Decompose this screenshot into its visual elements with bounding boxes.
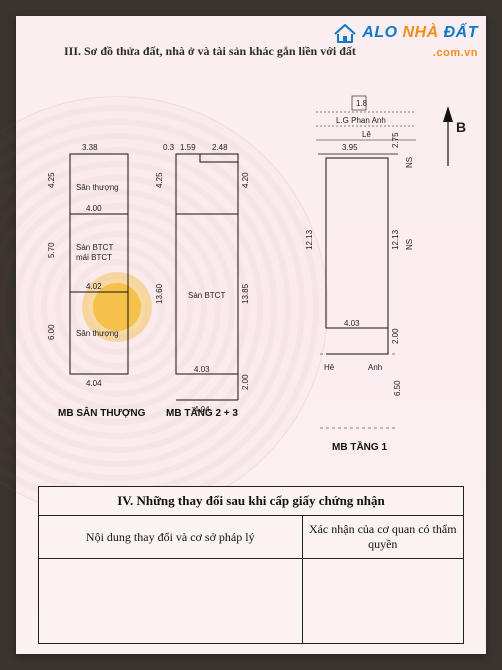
- col-header-confirm: Xác nhận của cơ quan có thẩm quyền: [302, 516, 464, 559]
- floor-label-tang23: MB TẦNG 2 + 3: [166, 406, 238, 419]
- svg-text:1.59: 1.59: [180, 143, 196, 152]
- svg-text:13.60: 13.60: [155, 283, 164, 304]
- svg-text:3.95: 3.95: [342, 143, 358, 152]
- floor-label-tang1: MB TẦNG 1: [332, 440, 387, 453]
- svg-text:4.25: 4.25: [47, 172, 56, 188]
- svg-text:6.50: 6.50: [393, 380, 402, 396]
- svg-text:4.04: 4.04: [86, 379, 102, 388]
- svg-text:NS: NS: [405, 239, 414, 250]
- brand-part-2: NHÀ: [398, 24, 444, 41]
- svg-text:12.13: 12.13: [305, 229, 314, 250]
- svg-text:0.3: 0.3: [163, 143, 175, 152]
- svg-text:2.00: 2.00: [391, 328, 400, 344]
- svg-text:4.03: 4.03: [344, 319, 360, 328]
- brand-domain: .com.vn: [433, 47, 478, 59]
- svg-text:L.G Phan Anh: L.G Phan Anh: [336, 116, 386, 125]
- compass-icon: B: [443, 106, 466, 166]
- svg-text:Sàn BTCT: Sàn BTCT: [76, 243, 113, 252]
- svg-text:12.13: 12.13: [391, 229, 400, 250]
- watermark-logo: ALO NHÀ ĐẤT .com.vn: [332, 22, 478, 60]
- svg-text:1.8: 1.8: [356, 99, 368, 108]
- certificate-page: III. Sơ đồ thửa đất, nhà ở và tài sản kh…: [16, 16, 486, 654]
- svg-text:13.85: 13.85: [241, 283, 250, 304]
- svg-text:4.00: 4.00: [86, 204, 102, 213]
- changes-cell-content: [39, 559, 303, 644]
- svg-text:6.00: 6.00: [47, 324, 56, 340]
- svg-text:Sân thượng: Sân thượng: [76, 183, 119, 192]
- section-iv-changes: IV. Những thay đổi sau khi cấp giấy chứn…: [38, 486, 464, 644]
- changes-table: IV. Những thay đổi sau khi cấp giấy chứn…: [38, 486, 464, 644]
- road-strip: 1.8 L.G Phan Anh Lê: [316, 96, 416, 140]
- changes-cell-confirm: [302, 559, 464, 644]
- svg-text:mái BTCT: mái BTCT: [76, 253, 112, 262]
- parcel-floorplan-diagram: B 1.8 L.G Phan Anh Lê 3.38 4.25 Sân: [36, 76, 466, 476]
- svg-text:NS: NS: [405, 157, 414, 168]
- brand-part-1: ALO: [362, 24, 397, 41]
- block-tang-1: 3.95 2.75 12.13 12.13 NS NS 4.03 2.00 Hê…: [305, 132, 414, 428]
- svg-text:5.70: 5.70: [47, 242, 56, 258]
- svg-text:2.75: 2.75: [391, 132, 400, 148]
- section-iii-title: III. Sơ đồ thửa đất, nhà ở và tài sản kh…: [64, 44, 356, 59]
- svg-text:Sân thượng: Sân thượng: [76, 329, 119, 338]
- svg-text:4.25: 4.25: [155, 172, 164, 188]
- svg-text:4.20: 4.20: [241, 172, 250, 188]
- svg-text:4.03: 4.03: [194, 365, 210, 374]
- svg-text:4.02: 4.02: [86, 282, 102, 291]
- brand-part-3: ĐẤT: [444, 24, 478, 41]
- svg-text:2.48: 2.48: [212, 143, 228, 152]
- section-iv-title: IV. Những thay đổi sau khi cấp giấy chứn…: [39, 487, 464, 516]
- block-tang-2-3: 0.3 1.59 2.48 4.25 4.20 13.60 Sàn BTCT 1…: [155, 143, 250, 414]
- svg-text:Sàn BTCT: Sàn BTCT: [188, 291, 225, 300]
- floor-label-san-thuong: MB SÂN THƯỢNG: [58, 406, 146, 419]
- svg-text:Anh: Anh: [368, 363, 382, 372]
- svg-text:Lê: Lê: [362, 130, 371, 139]
- block-san-thuong: 3.38 4.25 Sân thượng 4.00 5.70 Sàn BTCT …: [47, 143, 128, 388]
- svg-text:B: B: [456, 119, 466, 135]
- svg-text:2.00: 2.00: [241, 374, 250, 390]
- house-icon: [332, 22, 358, 44]
- svg-text:3.38: 3.38: [82, 143, 98, 152]
- svg-text:Hê: Hê: [324, 363, 335, 372]
- brand-text: ALO NHÀ ĐẤT: [362, 24, 478, 41]
- col-header-content: Nội dung thay đổi và cơ sở pháp lý: [39, 516, 303, 559]
